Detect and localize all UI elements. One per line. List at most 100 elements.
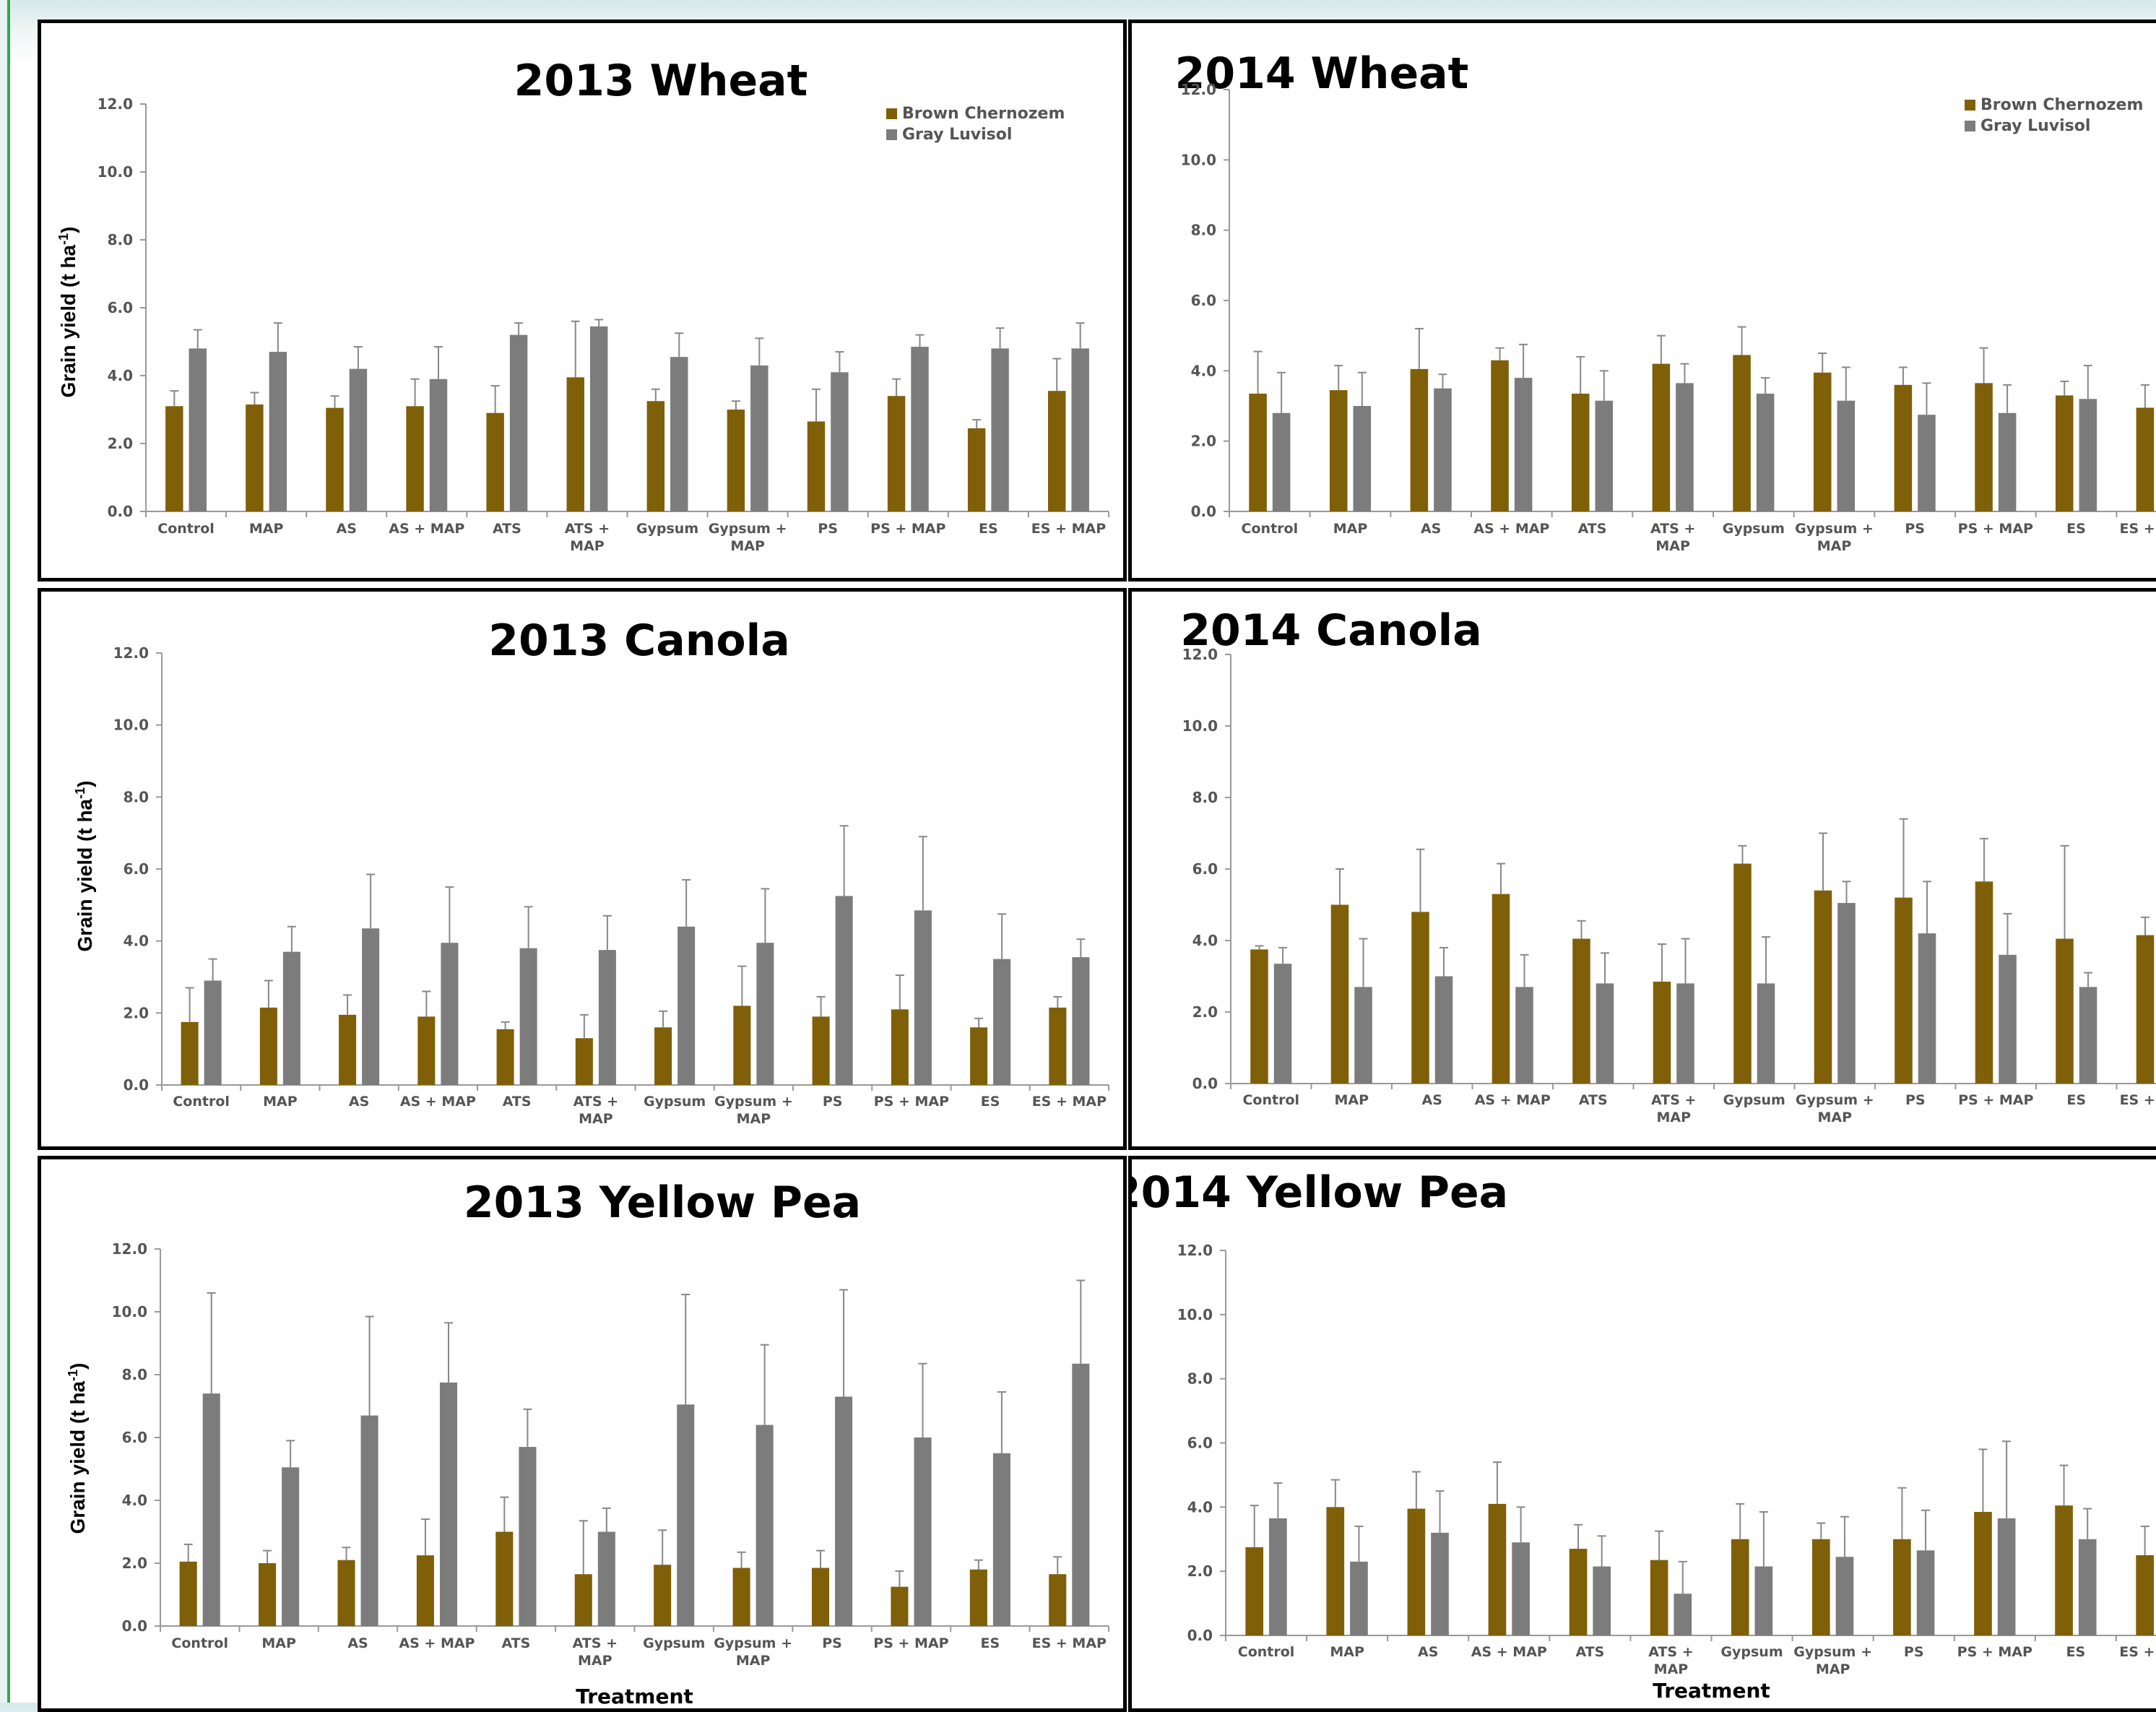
x-category-label-line: AS <box>1421 521 1441 537</box>
y-tick-label: 2.0 <box>124 1004 149 1021</box>
x-category-label: ES <box>979 521 998 537</box>
bar-gray-luvisol <box>1837 400 1856 511</box>
bar-brown-chernozem <box>246 404 264 511</box>
bar-brown-chernozem <box>179 1561 197 1626</box>
bar-gray-luvisol <box>1272 412 1291 511</box>
bar-gray-luvisol <box>914 910 932 1085</box>
bar-brown-chernozem <box>259 1563 277 1626</box>
x-category-label-line: Gypsum <box>643 1635 705 1651</box>
bar-gray-luvisol <box>1676 983 1694 1084</box>
x-category-label-line: Gypsum + <box>1793 1644 1872 1660</box>
chart-panel-2013-wheat: 2013 Wheat 0.0 2.0 4.0 6.0 8.0 10.0 12.0 Control… <box>38 20 1127 582</box>
x-category-label: AS + MAP <box>1475 1092 1551 1108</box>
x-category-label: PS <box>823 1094 843 1110</box>
bar-gray-luvisol <box>589 326 608 511</box>
x-category-label-line: MAP <box>579 1111 613 1127</box>
bar-gray-luvisol <box>1918 415 1936 511</box>
x-category-label: AS + MAP <box>1471 1644 1547 1660</box>
x-category-label: Gypsum <box>636 521 698 537</box>
x-category-label: AS <box>1422 1092 1442 1108</box>
page-border <box>0 0 9 1703</box>
x-category-label-line: Gypsum <box>1723 521 1785 537</box>
bar-gray-luvisol <box>429 379 448 511</box>
bar-brown-chernozem <box>1048 391 1066 511</box>
x-category-label: ES <box>2066 521 2086 537</box>
legend-swatch <box>1965 121 1975 131</box>
x-category-label-line: ES + MAP <box>1032 1094 1107 1110</box>
x-category-label: ATS + MAP <box>1651 1092 1696 1125</box>
x-category-label: MAP <box>263 1094 298 1110</box>
y-tick-label: 2.0 <box>108 435 133 452</box>
y-axis-title-end: ) <box>74 781 96 787</box>
bar-gray-luvisol <box>1674 1594 1692 1635</box>
y-axis-title-text: Grain yield (t ha <box>66 1380 89 1534</box>
y-tick-label: 4.0 <box>122 1492 147 1509</box>
x-category-label: ES <box>981 1094 1000 1110</box>
y-tick-label: 8.0 <box>108 231 133 248</box>
bar-brown-chernozem <box>1975 383 1993 511</box>
bar-gray-luvisol <box>1273 964 1292 1084</box>
y-tick-label: 4.0 <box>1192 932 1218 949</box>
y-tick-label: 8.0 <box>124 788 149 805</box>
y-tick-label: 12.0 <box>113 644 149 662</box>
y-axis-title-text: Grain yield (t ha <box>74 798 96 951</box>
bar-gray-luvisol <box>269 352 287 511</box>
x-category-label-line: Control <box>171 1635 228 1651</box>
bar-brown-chernozem <box>1895 897 1913 1084</box>
x-category-label-line: ATS <box>1578 521 1607 537</box>
y-tick-label: 0.0 <box>108 503 133 520</box>
x-category-label: ATS + MAP <box>565 521 610 554</box>
x-category-label: PS + MAP <box>1958 1092 2033 1108</box>
x-category-label-line: ES + MAP <box>2119 1644 2156 1660</box>
y-tick-label: 0.0 <box>122 1617 147 1635</box>
bar-brown-chernozem <box>727 410 745 511</box>
x-category-label: MAP <box>1334 1092 1369 1108</box>
chart-panel-2014-canola: 2014 Canola 0.0 2.0 4.0 6.0 8.0 10.0 12.0 Contro… <box>1128 588 2156 1150</box>
bar-gray-luvisol <box>597 1531 615 1626</box>
x-category-label-line: Gypsum + <box>714 1635 792 1651</box>
y-tick-label: 10.0 <box>113 717 149 734</box>
bar-brown-chernozem <box>1326 1507 1345 1635</box>
bar-brown-chernozem <box>1653 981 1671 1084</box>
bar-gray-luvisol <box>670 357 688 511</box>
x-category-label: Gypsum <box>1720 1644 1783 1660</box>
bar-brown-chernozem <box>181 1021 199 1085</box>
x-axis-title: Treatment <box>576 1685 693 1708</box>
x-category-label-line: MAP <box>730 538 765 554</box>
y-tick-label: 12.0 <box>98 95 133 113</box>
bar-brown-chernozem <box>486 412 504 511</box>
x-category-label-line: AS <box>1418 1644 1438 1660</box>
x-category-label: ES <box>2066 1644 2086 1660</box>
y-tick-label: 6.0 <box>1187 1435 1213 1452</box>
x-category-label-line: Control <box>1242 521 1299 537</box>
bar-brown-chernozem <box>566 377 584 511</box>
bar-gray-luvisol <box>362 928 380 1085</box>
x-category-label-line: ES <box>981 1094 1000 1110</box>
x-category-label-line: AS + MAP <box>1475 1092 1551 1108</box>
legend-swatch <box>886 129 897 140</box>
y-tick-label: 8.0 <box>1191 222 1216 239</box>
bar-brown-chernozem <box>1811 1539 1830 1635</box>
x-category-label-line: Gypsum + <box>709 521 787 537</box>
x-category-label: AS <box>1418 1644 1438 1660</box>
chart-svg: 2013 Canola 0.0 2.0 4.0 6.0 8.0 10.0 12.0 Contro… <box>73 615 1109 1127</box>
bar-gray-luvisol <box>835 1396 853 1626</box>
x-category-label-line: AS + MAP <box>1473 521 1549 537</box>
y-tick-label: 6.0 <box>124 860 149 878</box>
bar-brown-chernozem <box>1249 393 1267 511</box>
bar-gray-luvisol <box>1350 1561 1368 1635</box>
legend-swatch <box>886 108 897 119</box>
bar-brown-chernozem <box>2055 1505 2073 1635</box>
chart-svg: 2014 Canola 0.0 2.0 4.0 6.0 8.0 10.0 12.0 Contro… <box>1180 605 2156 1125</box>
x-category-label: ATS <box>503 1094 532 1110</box>
x-category-label-line: AS + MAP <box>399 1635 475 1651</box>
x-category-label-line: Gypsum <box>636 521 698 537</box>
bar-brown-chernozem <box>969 1569 987 1626</box>
y-axis-title-end: ) <box>57 227 79 233</box>
x-category-label-line: ATS <box>501 1635 530 1651</box>
bar-brown-chernozem <box>575 1038 593 1085</box>
bar-gray-luvisol <box>598 950 616 1085</box>
y-tick-label: 0.0 <box>1187 1627 1213 1644</box>
x-category-label-line: AS + MAP <box>400 1094 476 1110</box>
bar-brown-chernozem <box>496 1029 514 1085</box>
